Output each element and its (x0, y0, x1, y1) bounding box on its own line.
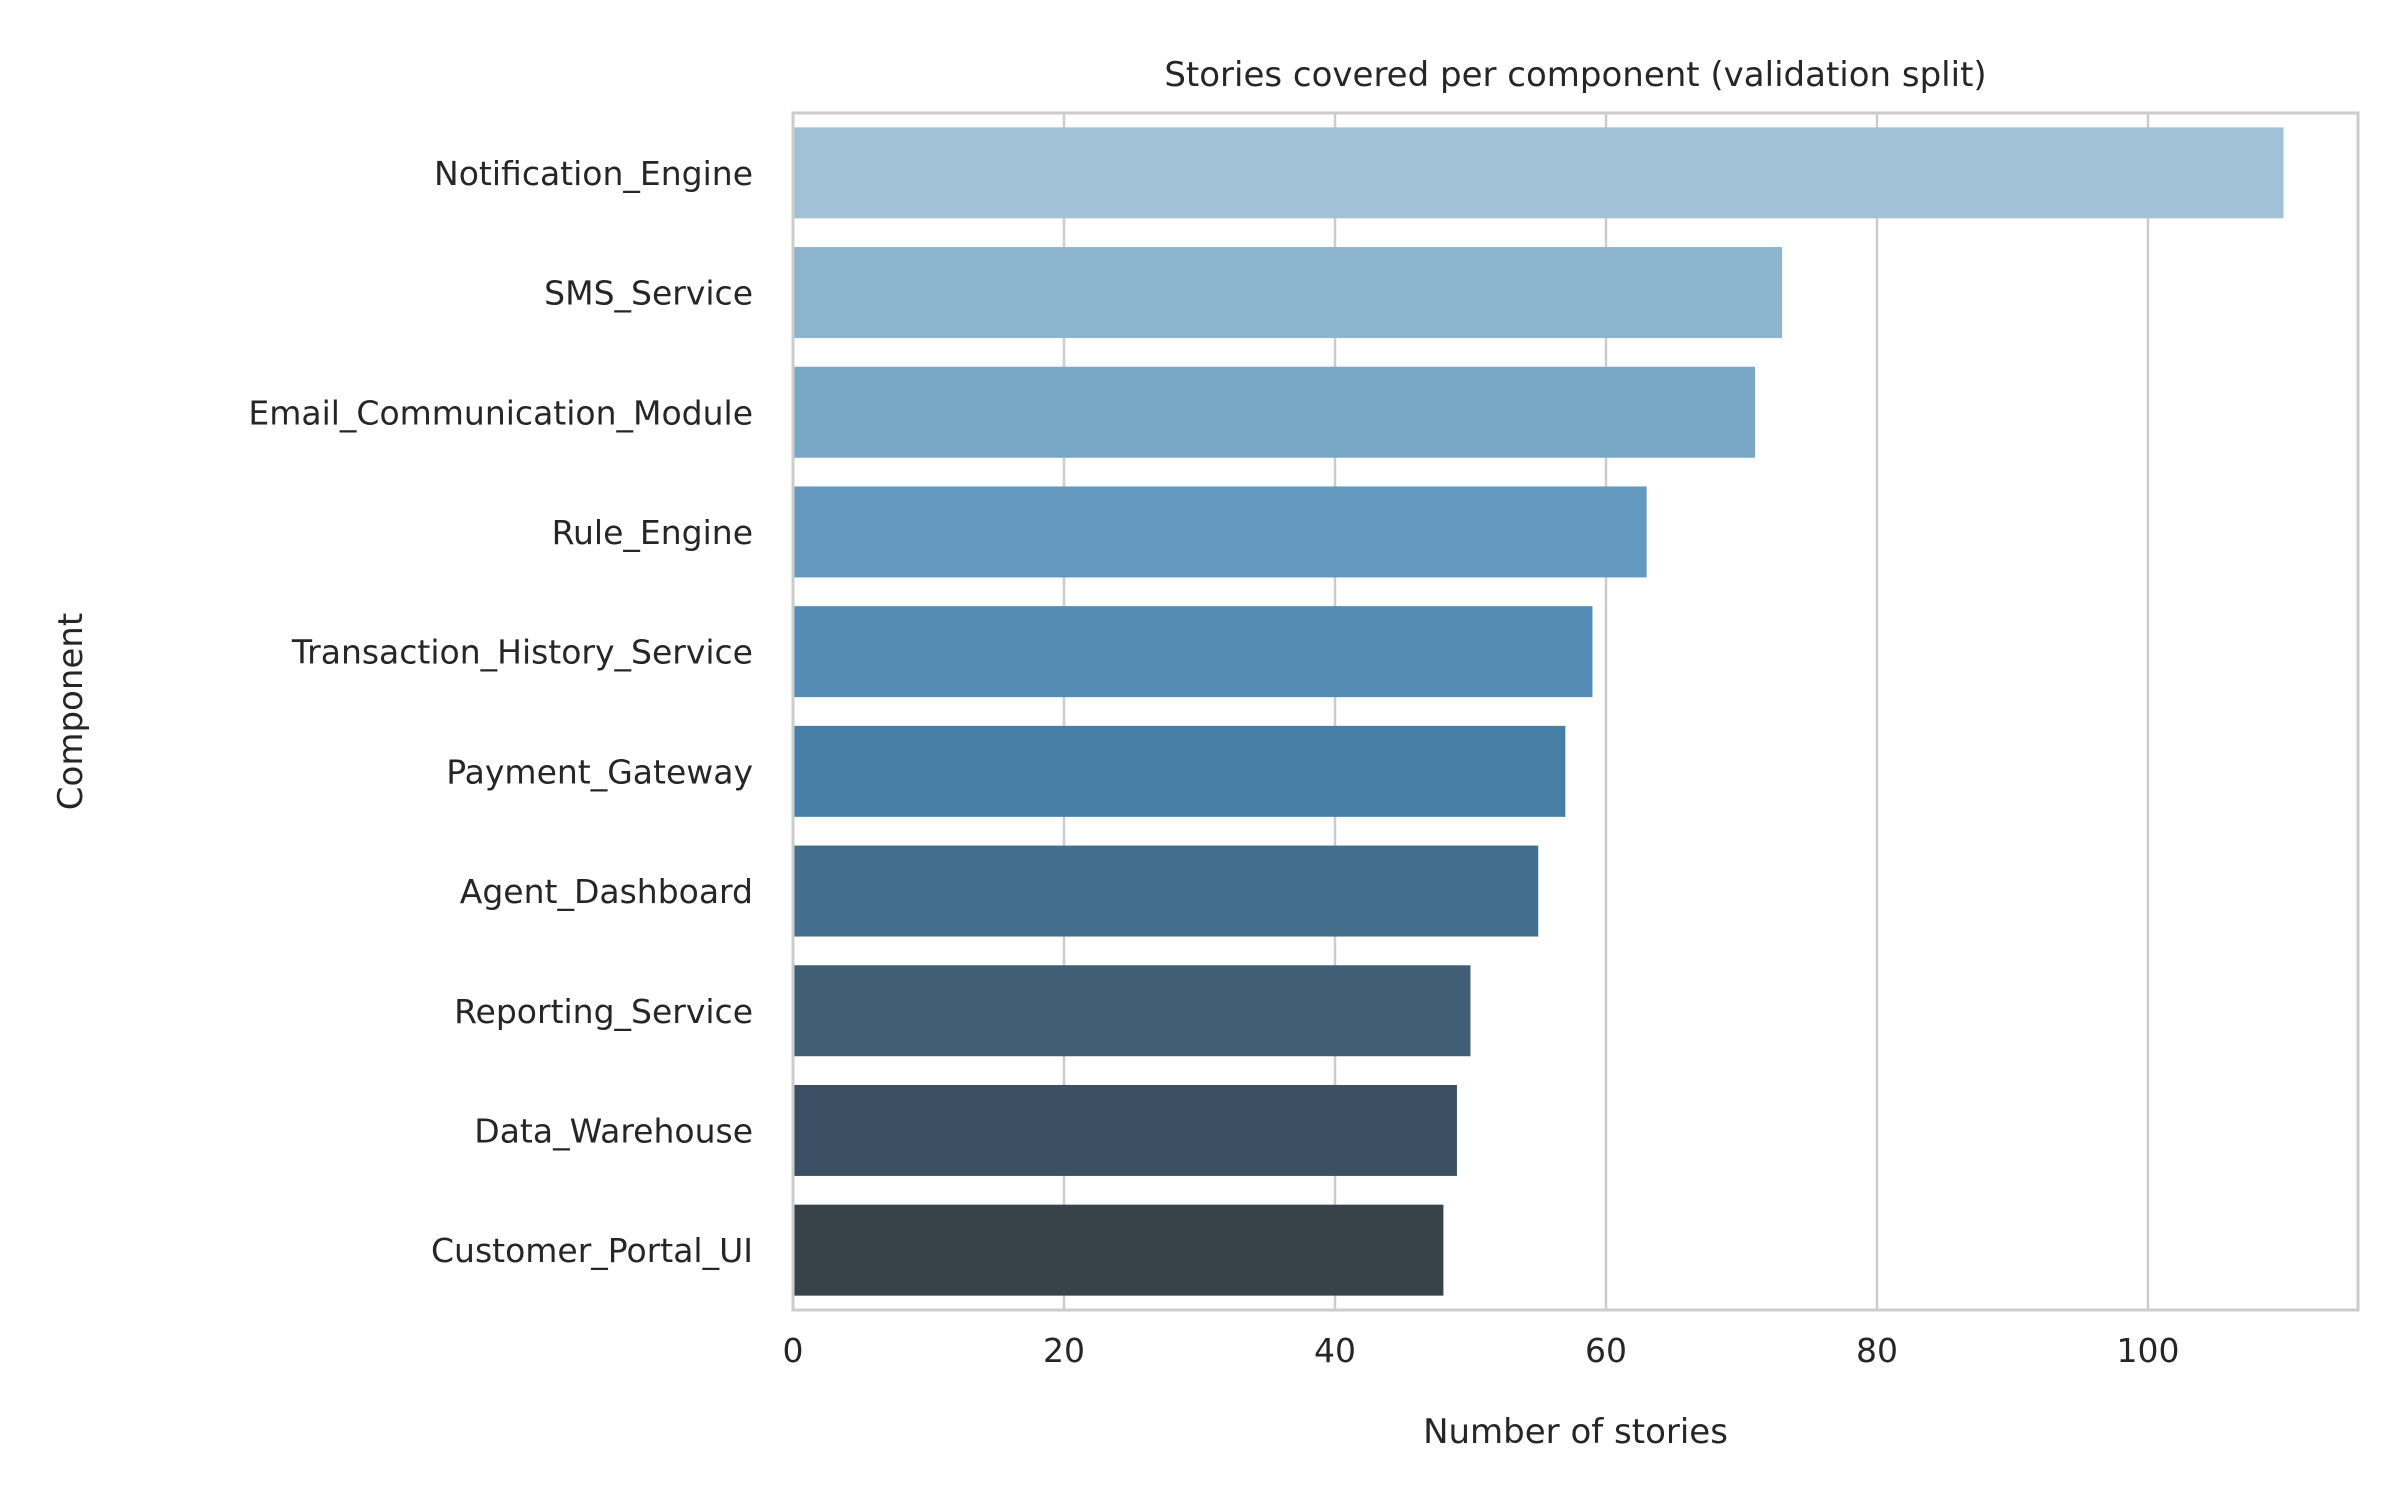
x-tick-label: 80 (1856, 1331, 1898, 1370)
y-category-label: Rule_Engine (552, 513, 753, 552)
bar-customer-portal-ui (793, 1204, 1444, 1296)
y-category-label: Notification_Engine (434, 154, 753, 193)
x-tick-label: 20 (1043, 1331, 1085, 1370)
y-category-label: Data_Warehouse (474, 1111, 753, 1150)
y-category-labels: Notification_Engine SMS_Service Email_Comm… (248, 154, 753, 1270)
y-category-label: Transaction_History_Service (291, 633, 753, 672)
bar-data-warehouse (793, 1084, 1457, 1176)
y-category-label: Customer_Portal_UI (431, 1231, 753, 1270)
bar-reporting-service (793, 965, 1471, 1057)
bar-email-communication-module (793, 366, 1756, 458)
bar-transaction-history-service (793, 606, 1593, 698)
bar-payment-gateway (793, 725, 1566, 817)
bar-sms-service (793, 247, 1783, 339)
x-tick-label: 40 (1314, 1331, 1356, 1370)
plot-frame (791, 111, 2360, 1312)
x-tick-labels: 0 20 40 60 80 100 (783, 1331, 2180, 1370)
bars (793, 127, 2284, 1296)
x-tick-label: 0 (783, 1331, 804, 1370)
x-tick-label: 100 (2116, 1331, 2179, 1370)
chart-title: Stories covered per component (validatio… (1164, 55, 1986, 95)
y-category-label: Agent_Dashboard (460, 872, 753, 911)
bar-rule-engine (793, 486, 1647, 578)
x-tick-label: 60 (1585, 1331, 1627, 1370)
bar-notification-engine (793, 127, 2284, 219)
y-category-label: SMS_Service (544, 274, 753, 313)
y-category-label: Reporting_Service (454, 992, 753, 1031)
y-category-label: Email_Communication_Module (248, 393, 753, 432)
x-axis-label: Number of stories (1423, 1412, 1728, 1452)
bar-agent-dashboard (793, 845, 1539, 937)
y-axis-label: Component (51, 613, 91, 810)
y-category-label: Payment_Gateway (446, 752, 753, 791)
